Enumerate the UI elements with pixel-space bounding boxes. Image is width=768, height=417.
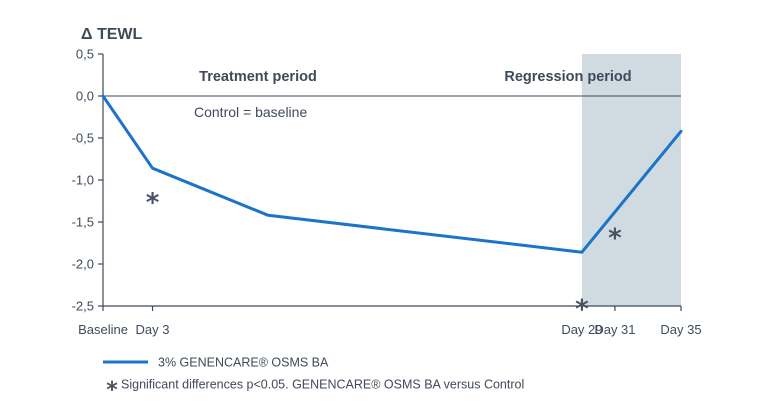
x-tick-label: Day 31 — [594, 322, 635, 337]
y-tick-label: -1,0 — [72, 173, 94, 188]
legend-star-icon: * — [106, 378, 118, 403]
significance-marker: * — [608, 223, 622, 253]
significance-marker: * — [575, 295, 589, 325]
x-tick-label: Day 3 — [136, 322, 170, 337]
significance-marker: * — [146, 188, 160, 218]
y-tick-label: -0,5 — [72, 131, 94, 146]
period-shade-regression-period — [581, 54, 681, 306]
y-tick-label: 0,0 — [76, 89, 94, 104]
period-label: Treatment period — [199, 69, 317, 85]
y-tick-label: -1,5 — [72, 215, 94, 230]
y-tick-label: -2,5 — [72, 299, 94, 314]
x-tick-label: Day 35 — [660, 322, 701, 337]
legend-series-label: 3% GENENCARE® OSMS BA — [158, 356, 329, 370]
y-tick-label: 0,5 — [76, 47, 94, 62]
series-line — [101, 94, 683, 254]
y-tick-label: -2,0 — [72, 257, 94, 272]
x-tick-label: Baseline — [78, 322, 128, 337]
legend-significance-label: Significant differences p<0.05. GENENCAR… — [121, 378, 524, 392]
x-tick-label: Day 29 — [561, 322, 602, 337]
control-baseline-label: Control = baseline — [194, 104, 307, 120]
period-label: Regression period — [504, 69, 631, 85]
y-axis-title: Δ TEWL — [81, 26, 142, 43]
